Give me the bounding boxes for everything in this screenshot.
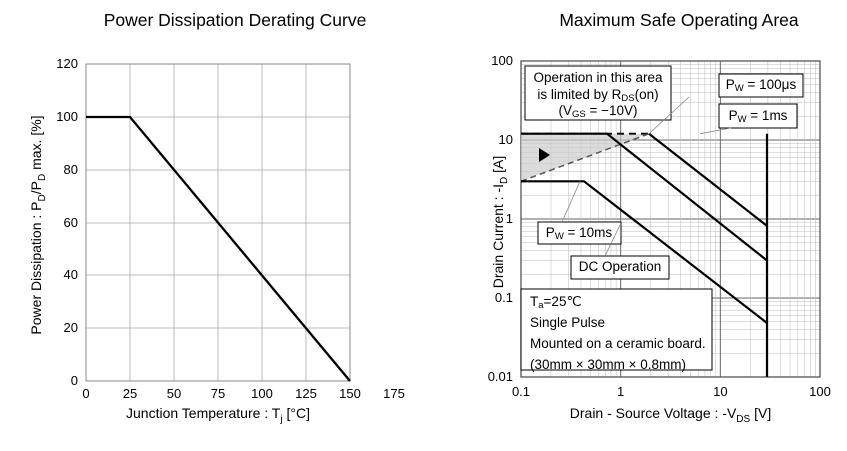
- svg-text:50: 50: [167, 386, 181, 401]
- svg-text:0.1: 0.1: [512, 384, 530, 399]
- svg-text:100: 100: [809, 384, 831, 399]
- svg-text:Single Pulse: Single Pulse: [530, 315, 605, 330]
- svg-text:10: 10: [713, 384, 727, 399]
- svg-text:is limited by RDS(on): is limited by RDS(on): [537, 87, 658, 104]
- svg-text:PW = 1ms: PW = 1ms: [729, 108, 788, 125]
- svg-text:0.1: 0.1: [495, 290, 513, 305]
- svg-text:0: 0: [71, 373, 78, 388]
- svg-text:175: 175: [383, 386, 405, 401]
- svg-text:Operation in this area: Operation in this area: [533, 70, 663, 85]
- svg-text:125: 125: [295, 386, 317, 401]
- svg-text:60: 60: [64, 215, 78, 230]
- svg-text:Ta=25℃: Ta=25℃: [530, 294, 582, 311]
- svg-text:20: 20: [64, 320, 78, 335]
- svg-text:(VGS = −10V): (VGS = −10V): [558, 103, 637, 120]
- svg-text:25: 25: [123, 386, 137, 401]
- svg-text:0.01: 0.01: [488, 369, 513, 384]
- svg-text:100: 100: [491, 53, 513, 68]
- svg-text:100: 100: [56, 109, 78, 124]
- svg-text:1: 1: [506, 211, 513, 226]
- svg-text:10: 10: [499, 132, 513, 147]
- svg-text:75: 75: [211, 386, 225, 401]
- svg-text:DC Operation: DC Operation: [579, 259, 662, 274]
- svg-text:40: 40: [64, 267, 78, 282]
- svg-text:100: 100: [251, 386, 273, 401]
- svg-text:150: 150: [339, 386, 361, 401]
- svg-text:80: 80: [64, 162, 78, 177]
- svg-text:0: 0: [82, 386, 89, 401]
- svg-text:1: 1: [617, 384, 624, 399]
- svg-text:120: 120: [56, 56, 78, 71]
- svg-text:Mounted on a ceramic board.: Mounted on a ceramic board.: [530, 336, 706, 351]
- svg-text:(30mm × 30mm × 0.8mm): (30mm × 30mm × 0.8mm): [530, 357, 686, 372]
